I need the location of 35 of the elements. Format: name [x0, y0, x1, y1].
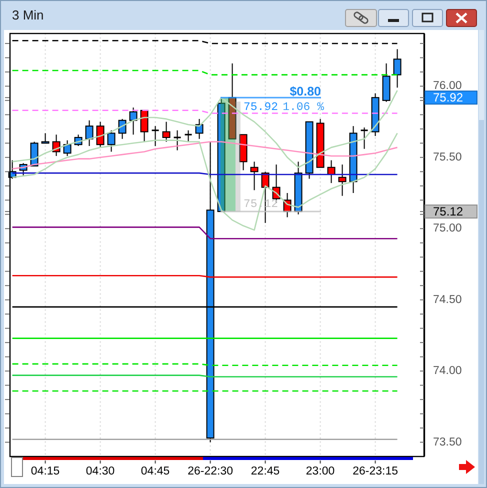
candlestick — [96, 121, 104, 148]
candlestick — [129, 107, 138, 136]
candlestick — [152, 126, 159, 147]
x-tick-label: 23:00 — [306, 466, 335, 478]
y-tick-label: 75.00 — [433, 222, 462, 235]
y-tick-label: 75.50 — [433, 151, 462, 164]
candlestick — [63, 140, 72, 156]
candlestick — [162, 121, 170, 142]
x-tick-label: 22:45 — [250, 466, 280, 478]
line-series — [12, 141, 398, 170]
ref-line-label: 75.92 — [244, 101, 278, 114]
y-tick-label: 75.92 — [433, 90, 464, 105]
annotation: 1.06 % — [282, 101, 324, 114]
x-tick-label: 04:30 — [86, 466, 115, 478]
candlestick — [174, 130, 181, 151]
x-tick-label: 26-23:15 — [352, 466, 398, 478]
y-tick-label: 75.12 — [433, 204, 464, 219]
candlestick — [250, 161, 258, 191]
candlestick — [360, 127, 368, 150]
chart-title: 3 Min — [12, 8, 44, 22]
y-tick-label: 73.50 — [433, 436, 462, 448]
y-tick-label: 74.00 — [433, 365, 462, 378]
candlestick — [393, 48, 402, 88]
candlestick — [85, 120, 94, 147]
x-tick-label: 04:15 — [30, 466, 60, 478]
y-tick-label: 74.50 — [433, 294, 462, 306]
candlestick — [140, 110, 148, 142]
candlestick — [107, 130, 116, 152]
candlestick — [338, 164, 346, 196]
x-tick-label: 26-22:30 — [188, 466, 234, 478]
candlestick — [184, 130, 192, 142]
y-tick-label: 76.00 — [433, 80, 462, 92]
candlestick — [41, 132, 50, 144]
annotation: $0.80 — [290, 84, 322, 99]
x-tick-label: 04:45 — [140, 466, 170, 478]
